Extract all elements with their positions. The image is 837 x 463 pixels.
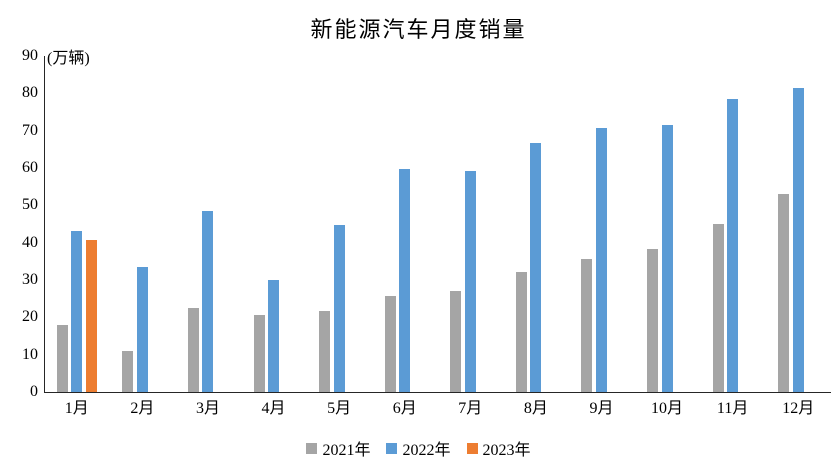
y-axis-unit-label: (万辆) [47,50,90,67]
legend-swatch-icon [386,442,398,454]
bar-2021年-10月 [647,249,659,392]
y-tick-label: 20 [22,308,38,326]
y-tick-label: 90 [22,47,38,64]
x-axis-category-label: 2月 [130,400,155,417]
x-axis-category-label: 12月 [782,400,815,417]
bar-2021年-5月 [319,310,331,392]
bar-2021年-1月 [56,325,68,392]
bar-2022年-12月 [792,88,804,392]
x-axis-category-label: 1月 [64,400,89,417]
bar-2021年-9月 [581,258,593,392]
bar-2022年-5月 [333,225,345,392]
bar-2021年-8月 [515,272,527,392]
x-axis-category-label: 9月 [589,400,614,417]
bar-2021年-4月 [253,315,265,392]
bar-2021年-6月 [384,296,396,392]
legend-item-2022年: 2022年 [386,436,451,460]
y-tick-label: 10 [22,345,38,363]
x-axis-line [44,392,831,393]
legend-swatch-icon [306,442,318,454]
legend-label: 2021年 [322,442,371,459]
chart-title: 新能源汽车月度销量 [310,17,527,42]
bar-2022年-10月 [661,125,673,392]
y-axis-line [44,56,45,393]
y-tick-label: 80 [22,84,38,102]
y-tick-label: 50 [22,196,38,214]
y-tick-label: 70 [22,121,38,139]
y-tick-label: 30 [22,271,38,288]
bar-2022年-7月 [464,170,476,392]
x-axis-category-label: 10月 [651,400,684,417]
bar-2022年-6月 [399,169,411,392]
bar-2021年-7月 [450,290,462,392]
legend-label: 2022年 [402,442,451,459]
bar-2022年-11月 [727,98,739,392]
bar-2021年-3月 [187,307,199,392]
x-axis-category-label: 3月 [195,400,220,417]
x-axis-category-label: 4月 [261,400,286,417]
bar-2022年-3月 [202,211,214,392]
legend-item-2023年: 2023年 [466,436,531,460]
x-axis-category-label: 6月 [392,400,417,417]
bar-2022年-1月 [71,231,83,392]
x-axis-category-label: 11月 [716,400,749,417]
legend: 2021年 2022年 2023年 [0,436,837,460]
bar-2022年-2月 [136,267,148,392]
legend-label: 2023年 [482,442,531,459]
y-tick-label: 40 [22,233,38,251]
bar-2022年-8月 [530,143,542,392]
x-axis-category-label: 5月 [327,400,352,417]
y-tick-label: 0 [30,383,38,400]
bar-2022年-9月 [595,127,607,392]
legend-item-2021年: 2021年 [306,436,370,460]
y-tick-label: 60 [22,159,38,176]
bar-2023年-1月 [85,239,97,392]
bar-2021年-12月 [778,193,790,392]
bar-2021年-11月 [712,224,724,392]
bar-2022年-4月 [268,280,280,392]
x-axis-category-label: 8月 [523,400,548,417]
x-axis-category-label: 7月 [458,400,483,417]
legend-swatch-icon [466,442,478,454]
bar-2021年-2月 [122,350,134,392]
